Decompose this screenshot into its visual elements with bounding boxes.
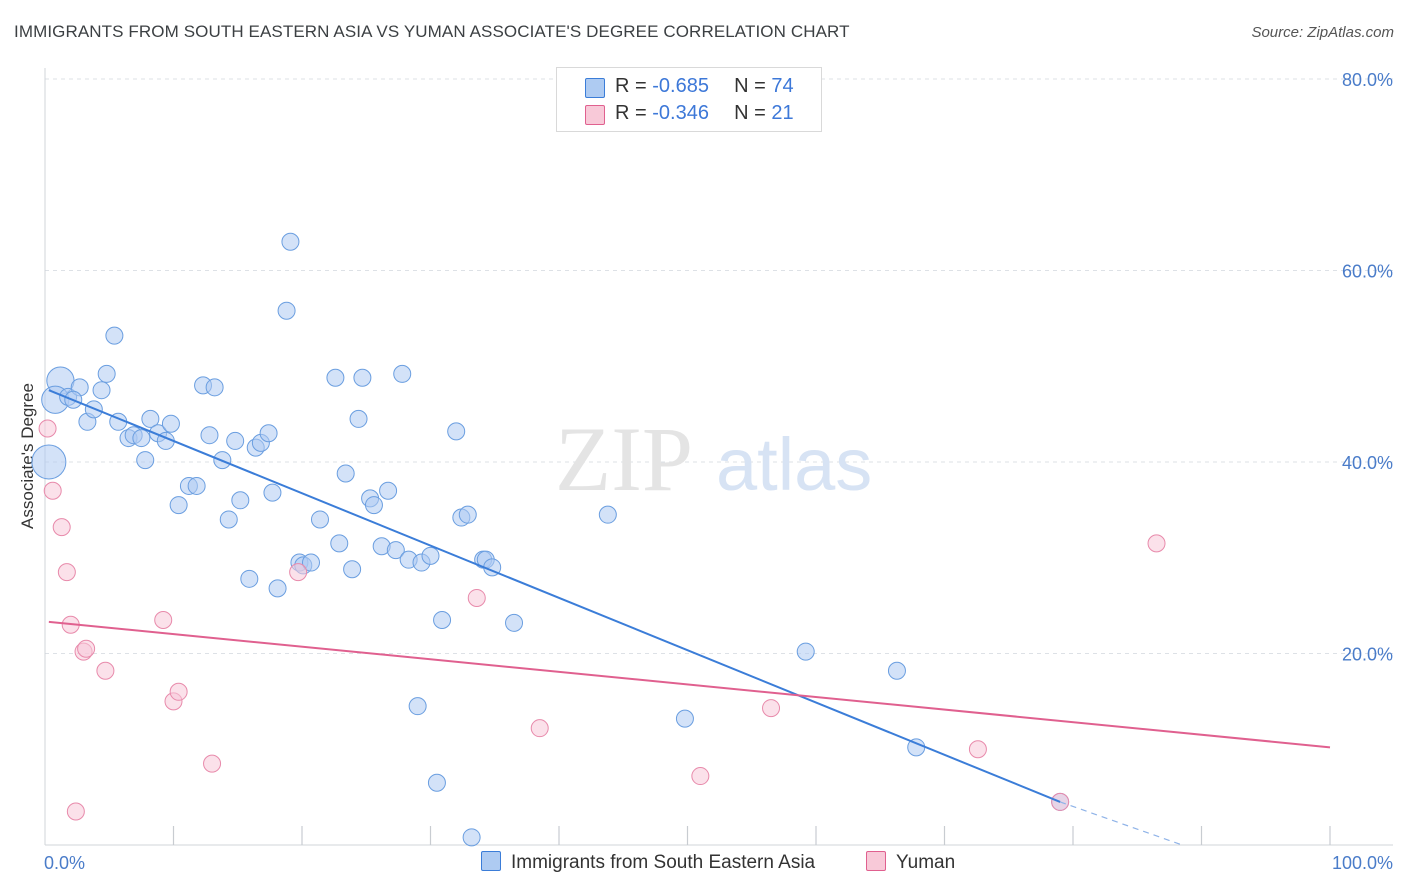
data-point (364, 496, 383, 515)
tick-labels: 20.0% 40.0% 60.0% 80.0% 0.0% 100.0% (44, 70, 1393, 873)
data-point (1147, 534, 1166, 553)
legend-n-label: N = (734, 102, 772, 124)
data-point (200, 426, 219, 445)
data-point (598, 505, 617, 524)
data-point (169, 496, 188, 515)
data-point (161, 414, 180, 433)
legend-swatch-pink (585, 105, 605, 125)
data-point (263, 483, 282, 502)
data-point (330, 534, 349, 553)
legend-label-immigrants: Immigrants from South Eastern Asia (511, 852, 816, 873)
data-point (268, 579, 287, 598)
data-point (136, 451, 155, 470)
data-point (43, 481, 62, 500)
trend-line-yuman (48, 620, 1331, 749)
data-point (467, 588, 486, 607)
data-point (77, 639, 96, 658)
data-point (379, 481, 398, 500)
data-point (66, 802, 85, 821)
data-point (408, 697, 427, 716)
legend-r-value: -0.346 (652, 102, 709, 124)
data-point (141, 409, 160, 428)
legend-r-label: R = (615, 75, 653, 97)
data-point (505, 613, 524, 632)
data-point (219, 510, 238, 529)
data-point (336, 464, 355, 483)
data-point (52, 518, 71, 537)
legend-swatch-pink (866, 851, 886, 871)
data-point (281, 232, 300, 251)
data-point (421, 546, 440, 565)
bottom-legend-immigrants: Immigrants from South Eastern Asia (481, 851, 815, 874)
data-point (289, 563, 308, 582)
data-point (240, 569, 259, 588)
data-point (259, 424, 278, 443)
y-tick-label: 20.0% (1342, 645, 1393, 665)
trend-line-immigrants-extension (1059, 801, 1183, 846)
data-point (343, 560, 362, 579)
data-point (96, 661, 115, 680)
series-yuman-points (38, 419, 1166, 821)
data-point (386, 541, 405, 560)
data-point (231, 491, 250, 510)
trend-lines (48, 389, 1331, 846)
data-point (447, 422, 466, 441)
watermark: ZIP atlas (555, 408, 872, 510)
data-point (462, 828, 481, 847)
data-point (301, 553, 320, 572)
data-point (132, 429, 151, 448)
data-point (31, 444, 67, 480)
data-point (226, 431, 245, 450)
data-point (97, 364, 116, 383)
grid-lines (45, 78, 1393, 654)
legend-swatch-blue (481, 851, 501, 871)
data-point (393, 364, 412, 383)
data-point (205, 378, 224, 397)
legend-n-value: 74 (771, 75, 794, 97)
trend-line-immigrants (48, 389, 1061, 803)
x-tick-label: 100.0% (1332, 853, 1393, 873)
data-point (57, 563, 76, 582)
data-point (762, 699, 781, 718)
chart-title: IMMIGRANTS FROM SOUTH EASTERN ASIA VS YU… (14, 22, 850, 41)
data-point (169, 682, 188, 701)
y-tick-label: 40.0% (1342, 453, 1393, 473)
bottom-legend-yuman: Yuman (866, 851, 955, 874)
legend-label-yuman: Yuman (896, 852, 956, 873)
data-point (310, 510, 329, 529)
data-point (326, 368, 345, 387)
source-credit: Source: ZipAtlas.com (1251, 24, 1394, 41)
data-point (796, 642, 815, 661)
data-point (353, 368, 372, 387)
data-point (92, 381, 111, 400)
data-point (968, 740, 987, 759)
legend-r-value: -0.685 (652, 75, 709, 97)
data-point (433, 610, 452, 629)
data-point (38, 419, 57, 438)
data-point (427, 773, 446, 792)
data-point (105, 326, 124, 345)
data-point (691, 767, 710, 786)
legend-n-label: N = (734, 75, 772, 97)
data-point (458, 505, 477, 524)
data-point (187, 476, 206, 495)
series-immigrants-points (31, 232, 1070, 847)
watermark-zip: ZIP (555, 408, 693, 510)
data-point (887, 661, 906, 680)
data-point (203, 754, 222, 773)
y-tick-label: 60.0% (1342, 262, 1393, 282)
y-tick-label: 80.0% (1342, 70, 1393, 90)
correlation-legend: R = -0.685 N = 74 R = -0.346 N = 21 (556, 67, 822, 132)
data-point (349, 409, 368, 428)
data-point (154, 610, 173, 629)
legend-swatch-blue (585, 78, 605, 98)
data-point (675, 709, 694, 728)
data-point (530, 719, 549, 738)
watermark-atlas: atlas (716, 423, 872, 506)
data-point (277, 301, 296, 320)
legend-n-value: 21 (771, 102, 794, 124)
x-tick-label: 0.0% (44, 853, 85, 873)
legend-r-label: R = (615, 102, 653, 124)
